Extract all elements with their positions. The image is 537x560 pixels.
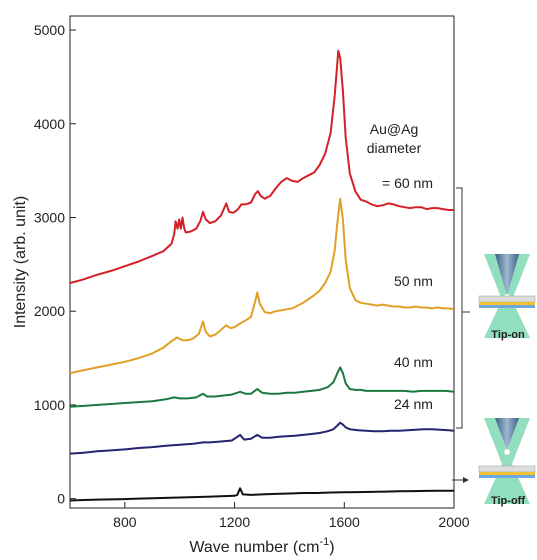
series-label-50nm: 50 nm [394,273,433,289]
series-label-40nm: 40 nm [394,354,433,370]
x-tick-label: 2000 [438,514,469,530]
y-tick-label: 3000 [34,209,65,225]
y-tick-label: 1000 [34,397,65,413]
series-line-4 [70,487,454,502]
laser-beam-off [484,418,530,504]
tip-on-bracket [456,187,470,429]
y-tick-label: 0 [57,491,65,507]
series-line-1 [70,197,454,375]
tip-off-label: Tip-off [491,495,525,507]
molecule-layer-off [478,465,536,473]
series-line-3 [70,421,454,455]
substrate-gold-on [479,302,535,305]
x-tick-label: 800 [113,514,137,530]
axis-ticks: 800 1200 1600 2000 0 1000 2000 3000 4000 5000 [34,22,470,530]
series-label-24nm: 24 nm [394,396,433,412]
tip-on-schematic: Tip-on [478,254,536,341]
tip-on-label: Tip-on [491,329,525,341]
tip-off-arrow [452,477,469,483]
substrate-gold-off [479,472,535,475]
x-axis-title: Wave number (cm-1) [189,536,334,556]
molecule-layer-on [478,295,536,303]
series-line-0 [70,49,454,285]
y-axis-title: Intensity (arb. unit) [12,196,29,329]
series-line-2 [70,366,454,408]
probe-tip-icon-off [495,418,519,450]
plot-frame [69,15,455,509]
series-layer [70,49,454,502]
y-tick-label: 2000 [34,303,65,319]
x-tick-label: 1200 [219,514,250,530]
tip-off-schematic: Tip-off [478,418,536,507]
series-label-60nm: = 60 nm [382,175,433,191]
substrate-blue-off [479,475,535,478]
probe-tip-icon-on [495,254,519,296]
substrate-blue-on [479,305,535,308]
x-tick-label: 1600 [329,514,360,530]
diameter-title-2: diameter [367,140,422,156]
diameter-title-1: Au@Ag [370,121,418,137]
y-tick-label: 5000 [34,22,65,38]
y-tick-label: 4000 [34,116,65,132]
